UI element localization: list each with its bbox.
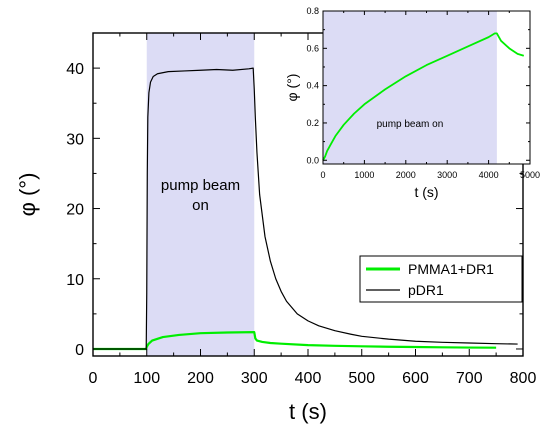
inset-y-axis-title: φ (°) bbox=[284, 74, 300, 102]
inset-x-tick-label: 1000 bbox=[354, 170, 374, 180]
inset-x-tick-label: 0 bbox=[320, 170, 325, 180]
inset-y-tick-label: 0.0 bbox=[306, 155, 319, 165]
inset-x-tick-label: 2000 bbox=[396, 170, 416, 180]
main-x-tick-label: 700 bbox=[456, 370, 483, 387]
main-x-axis-title: t (s) bbox=[289, 399, 327, 424]
main-pump-label: pump beam bbox=[161, 177, 240, 194]
inset-y-tick-label: 0.6 bbox=[306, 43, 319, 53]
main-x-tick-label: 500 bbox=[348, 370, 375, 387]
main-x-tick-label: 300 bbox=[241, 370, 268, 387]
main-x-tick-label: 400 bbox=[295, 370, 322, 387]
legend-label: PMMA1+DR1 bbox=[408, 261, 494, 277]
main-series-pdr1 bbox=[93, 67, 518, 350]
legend: PMMA1+DR1 pDR1 bbox=[359, 255, 523, 303]
inset-pump-region bbox=[323, 11, 497, 164]
inset-x-tick-label: 4000 bbox=[479, 170, 499, 180]
inset-plot: pump beam on 0 1000 2000 3000 4000 5000 0.0 0.2 0… bbox=[284, 6, 540, 200]
main-pump-label: on bbox=[192, 197, 209, 214]
main-x-tick-label: 800 bbox=[510, 370, 537, 387]
main-x-tick-label: 600 bbox=[402, 370, 429, 387]
main-x-tick-label: 100 bbox=[133, 370, 160, 387]
main-x-tick-label: 0 bbox=[89, 370, 98, 387]
main-y-tick-label: 10 bbox=[66, 272, 84, 289]
main-y-tick-label: 0 bbox=[75, 342, 84, 359]
main-pump-region bbox=[146, 33, 255, 356]
main-y-axis-title: φ (°) bbox=[15, 173, 40, 217]
inset-y-tick-label: 0.2 bbox=[306, 118, 319, 128]
inset-x-tick-label: 3000 bbox=[437, 170, 457, 180]
main-x-tick-label: 200 bbox=[187, 370, 214, 387]
inset-y-tick-label: 0.4 bbox=[306, 81, 319, 91]
inset-pump-label: pump beam on bbox=[377, 119, 444, 130]
inset-x-axis-title: t (s) bbox=[414, 184, 438, 200]
main-y-tick-label: 30 bbox=[66, 131, 84, 148]
legend-label: pDR1 bbox=[408, 282, 444, 298]
inset-y-tick-label: 0.8 bbox=[306, 6, 319, 16]
main-y-tick-label: 40 bbox=[66, 61, 84, 78]
main-series-pmma1-dr1 bbox=[93, 331, 497, 351]
main-y-tick-label: 20 bbox=[66, 202, 84, 219]
inset-x-tick-label: 5000 bbox=[520, 170, 540, 180]
inset-series-0 bbox=[322, 32, 525, 161]
legend-box bbox=[359, 255, 523, 303]
